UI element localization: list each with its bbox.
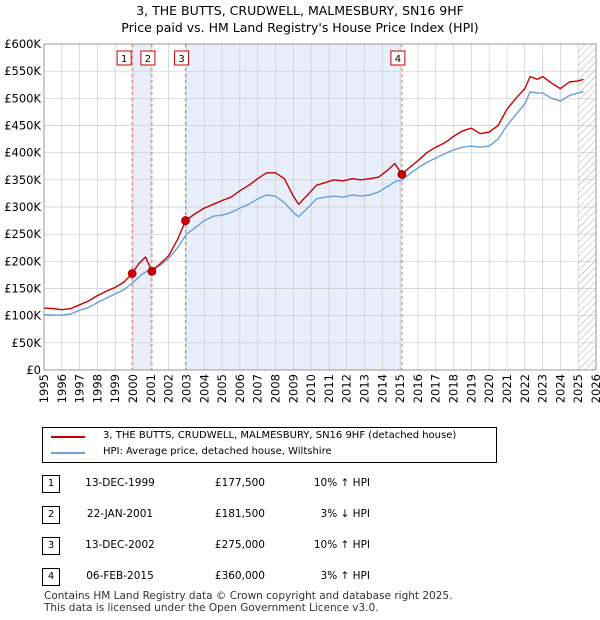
x-tick-label: 2020: [482, 374, 496, 403]
y-tick-label: £350K: [4, 173, 41, 187]
x-tick-label: 2025: [571, 374, 585, 403]
sale-number-box: [174, 50, 190, 66]
y-tick-label: £450K: [4, 119, 41, 133]
sale-price: £181,500: [214, 508, 265, 520]
x-tick-label: 2013: [358, 374, 372, 403]
y-tick-label: £500K: [4, 91, 41, 105]
sale-hpi-diff: 10% ↑ HPI: [313, 539, 370, 551]
x-tick-label: 2002: [162, 374, 176, 403]
x-tick-label: 1997: [73, 374, 87, 403]
footer-copyright: Contains HM Land Registry data © Crown c…: [44, 590, 453, 602]
x-tick-label: 1995: [37, 374, 51, 403]
sale-date: 22-JAN-2001: [86, 508, 154, 520]
sale-number-box: [116, 50, 132, 66]
y-tick-label: £550K: [4, 64, 41, 78]
y-tick-label: £250K: [4, 227, 41, 241]
sale-point: [147, 266, 157, 276]
legend: 3, THE BUTTS, CRUDWELL, MALMESBURY, SN16…: [42, 427, 497, 463]
x-tick-label: 2022: [518, 374, 532, 403]
x-tick-label: 1998: [90, 374, 104, 403]
x-tick-label: 2005: [215, 374, 229, 403]
sale-date: 13-DEC-2002: [85, 539, 155, 551]
x-tick-label: 2026: [589, 374, 600, 403]
legend-item-property: 3, THE BUTTS, CRUDWELL, MALMESBURY, SN16…: [43, 429, 493, 445]
sale-point: [397, 169, 407, 179]
property-series-line: [43, 75, 584, 311]
y-tick-label: £300K: [4, 200, 41, 214]
sale-price: £177,500: [214, 477, 265, 489]
sale-point: [181, 216, 190, 225]
x-tick-label: 2003: [179, 374, 193, 403]
x-tick-label: 2018: [447, 374, 461, 403]
sale-number-label: 3: [178, 54, 184, 65]
sale-number-box: [390, 50, 406, 66]
table-row: 2 22-JAN-2001 £181,500 3% ↓ HPI: [0, 506, 600, 524]
sale-hpi-diff: 3% ↑ HPI: [320, 570, 370, 582]
table-row: 3 13-DEC-2002 £275,000 10% ↑ HPI: [0, 537, 600, 555]
x-tick-label: 2007: [251, 374, 265, 403]
sale-date: 06-FEB-2015: [86, 570, 154, 582]
table-row: 1 13-DEC-1999 £177,500 10% ↑ HPI: [0, 475, 600, 493]
x-tick-label: 2008: [268, 374, 282, 403]
legend-label-hpi: HPI: Average price, detached house, Wilt…: [103, 446, 332, 457]
forecast-hatch: [578, 44, 596, 370]
sale-number-badge: 2: [42, 506, 60, 524]
x-tick-label: 2011: [322, 374, 336, 403]
x-tick-label: 2000: [126, 374, 140, 403]
sale-hpi-diff: 10% ↑ HPI: [313, 477, 370, 489]
x-tick-label: 1999: [108, 374, 122, 403]
y-tick-label: £100K: [4, 309, 41, 323]
x-tick-label: 2017: [429, 374, 443, 403]
x-tick-label: 2024: [553, 374, 567, 403]
x-tick-label: 2021: [500, 374, 514, 403]
x-tick-label: 2004: [197, 374, 211, 403]
y-tick-label: £600K: [4, 37, 41, 51]
plot-frame: [43, 43, 597, 371]
x-tick-label: 2001: [144, 374, 158, 403]
sale-point: [127, 269, 137, 278]
x-tick-label: 2012: [340, 374, 354, 403]
x-tick-label: 1996: [55, 374, 69, 403]
x-tick-label: 2023: [536, 374, 550, 403]
y-tick-label: £400K: [4, 146, 41, 160]
sale-number-label: 4: [395, 54, 401, 65]
y-tick-label: £200K: [4, 254, 41, 268]
x-tick-label: 2019: [464, 374, 478, 403]
legend-label-property: 3, THE BUTTS, CRUDWELL, MALMESBURY, SN16…: [103, 430, 457, 441]
x-tick-label: 2014: [375, 374, 389, 403]
sale-number-label: 1: [121, 54, 127, 65]
hpi-series-line: [43, 91, 584, 316]
sale-number-badge: 1: [42, 475, 60, 493]
x-tick-label: 2010: [304, 374, 318, 403]
sale-number-box: [140, 50, 156, 66]
x-tick-label: 2016: [411, 374, 425, 403]
sale-number-badge: 3: [42, 537, 60, 555]
y-tick-label: £150K: [4, 282, 41, 296]
sale-price: £360,000: [214, 570, 265, 582]
legend-swatch-blue: [51, 452, 85, 454]
y-tick-label: £50K: [12, 336, 42, 350]
legend-swatch-red: [51, 436, 85, 438]
x-tick-label: 2015: [393, 374, 407, 403]
sale-price: £275,000: [214, 539, 265, 551]
chart-subtitle: Price paid vs. HM Land Registry's House …: [121, 20, 479, 35]
sale-hpi-diff: 3% ↓ HPI: [320, 508, 370, 520]
chart-title: 3, THE BUTTS, CRUDWELL, MALMESBURY, SN16…: [136, 3, 464, 18]
y-tick-label: £0: [26, 363, 41, 377]
x-tick-label: 2006: [233, 374, 247, 403]
x-tick-label: 2009: [286, 374, 300, 403]
legend-item-hpi: HPI: Average price, detached house, Wilt…: [43, 445, 493, 461]
sale-number-badge: 4: [42, 568, 60, 586]
sale-date: 13-DEC-1999: [85, 477, 155, 489]
footer-licence: This data is licensed under the Open Gov…: [44, 602, 379, 614]
sale-number-label: 2: [145, 54, 151, 65]
table-row: 4 06-FEB-2015 £360,000 3% ↑ HPI: [0, 568, 600, 586]
price-chart: 1 2 3 4 £0 £50K £100K £150K £200K £250K £300K £350…: [4, 37, 600, 403]
